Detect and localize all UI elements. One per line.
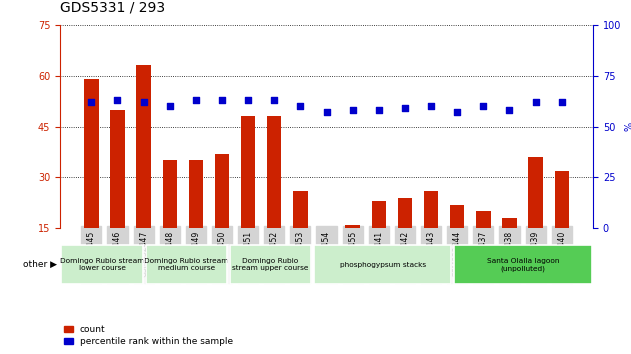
Y-axis label: %: %	[624, 122, 631, 131]
Text: Santa Olalla lagoon
(unpolluted): Santa Olalla lagoon (unpolluted)	[487, 258, 559, 272]
Bar	[319, 228, 334, 273]
Point	[243, 97, 253, 103]
Point	[504, 108, 514, 113]
Bar	[454, 245, 592, 284]
Point	[86, 99, 97, 105]
Point	[452, 109, 463, 115]
Bar	[476, 211, 490, 228]
Text: Domingo Rubio stream
medium course: Domingo Rubio stream medium course	[144, 258, 228, 272]
Legend: count, percentile rank within the sample: count, percentile rank within the sample	[64, 325, 233, 346]
Bar	[528, 157, 543, 228]
Point	[139, 99, 149, 105]
Point	[112, 97, 122, 103]
Bar	[163, 160, 177, 228]
Point	[531, 99, 541, 105]
Bar	[398, 198, 412, 228]
Bar	[230, 245, 311, 284]
Point	[426, 103, 436, 109]
Bar	[146, 245, 227, 284]
Text: GDS5331 / 293: GDS5331 / 293	[60, 0, 165, 14]
Bar	[372, 201, 386, 228]
Bar	[110, 110, 125, 228]
Text: Domingo Rubio stream
lower course: Domingo Rubio stream lower course	[60, 258, 144, 272]
Text: phosphogypsum stacks: phosphogypsum stacks	[339, 262, 426, 268]
Bar	[84, 79, 98, 228]
Text: other ▶: other ▶	[23, 260, 57, 269]
Bar	[450, 205, 464, 228]
Bar	[314, 245, 451, 284]
Bar	[267, 116, 281, 228]
Bar	[215, 154, 229, 228]
Bar	[61, 245, 143, 284]
Bar	[241, 116, 256, 228]
Point	[478, 103, 488, 109]
Text: Domingo Rubio
stream upper course: Domingo Rubio stream upper course	[232, 258, 309, 272]
Bar	[346, 225, 360, 228]
Bar	[502, 218, 517, 228]
Point	[374, 108, 384, 113]
Bar	[555, 171, 569, 228]
Bar	[293, 191, 307, 228]
Bar	[136, 65, 151, 228]
Point	[348, 108, 358, 113]
Point	[165, 103, 175, 109]
Point	[295, 103, 305, 109]
Point	[557, 99, 567, 105]
Point	[217, 97, 227, 103]
Point	[400, 105, 410, 111]
Point	[191, 97, 201, 103]
Point	[321, 109, 332, 115]
Bar	[189, 160, 203, 228]
Point	[269, 97, 280, 103]
Bar	[424, 191, 439, 228]
